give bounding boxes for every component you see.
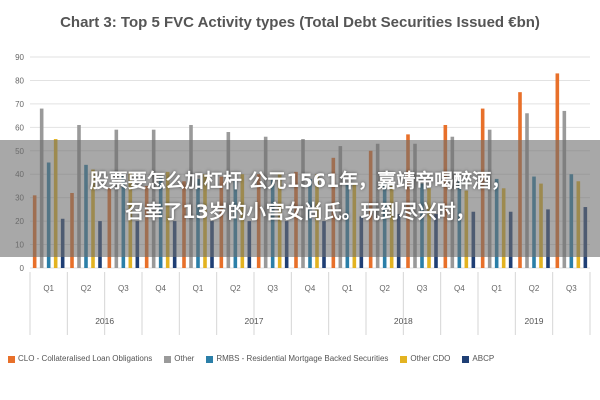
y-tick-label: 0 <box>20 264 25 273</box>
legend-swatch <box>206 355 214 363</box>
y-tick-label: 70 <box>15 100 24 109</box>
year-label: 2018 <box>394 316 413 326</box>
legend-item: Other <box>164 354 194 363</box>
year-label: 2019 <box>525 316 544 326</box>
legend-swatch <box>164 355 172 363</box>
x-tick-label: Q2 <box>81 284 92 293</box>
x-tick-label: Q3 <box>118 284 129 293</box>
legend-label: ABCP <box>472 354 495 364</box>
year-label: 2017 <box>245 316 264 326</box>
legend-label: Other CDO <box>410 354 451 364</box>
x-tick-label: Q2 <box>230 284 241 293</box>
x-tick-label: Q1 <box>491 284 502 293</box>
x-tick-label: Q3 <box>267 284 278 293</box>
x-axis-ticks: Q1 Q2 Q3 Q4 Q1 Q2 Q3 Q4 Q1 Q2 Q3 Q4 Q1 Q2 Q3 <box>29 272 591 335</box>
x-tick-label: Q1 <box>193 284 204 293</box>
y-tick-label: 80 <box>15 76 24 85</box>
legend-swatch <box>400 355 408 363</box>
legend-swatch <box>462 355 470 363</box>
legend-item: RMBS - Residential Mortgage Backed Secur… <box>206 354 388 363</box>
legend-swatch <box>8 355 15 363</box>
x-tick-label: Q4 <box>305 284 316 293</box>
y-tick-label: 90 <box>15 53 24 62</box>
legend-label: RMBS - Residential Mortgage Backed Secur… <box>216 354 389 364</box>
x-tick-label: Q4 <box>155 284 166 293</box>
year-label: 2016 <box>95 316 114 326</box>
year-labels: 2016 2017 2018 2019 <box>95 316 544 326</box>
x-tick-label: Q2 <box>379 284 390 293</box>
x-tick-label: Q2 <box>529 284 540 293</box>
y-tick-label: 60 <box>15 123 24 132</box>
legend-label: CLO - Collateralised Loan Obligations <box>18 354 153 364</box>
x-tick-label: Q4 <box>454 284 465 293</box>
legend-item: CLO - Collateralised Loan Obligations <box>8 354 152 363</box>
legend-label: Other <box>174 354 195 364</box>
chart-legend: CLO - Collateralised Loan Obligations Oth… <box>8 354 598 368</box>
legend-item: Other CDO <box>400 354 450 363</box>
overlay-caption: 股票要怎么加杠杆 公元1561年，嘉靖帝喝醉酒， 召幸了13岁的小宫女尚氏。玩到… <box>0 166 600 228</box>
x-tick-label: Q3 <box>417 284 428 293</box>
x-tick-label: Q1 <box>342 284 353 293</box>
overlay-caption-line-2: 召幸了13岁的小宫女尚氏。玩到尽兴时， <box>125 201 475 223</box>
x-tick-label: Q1 <box>43 284 54 293</box>
legend-item: ABCP <box>462 354 494 363</box>
x-tick-label: Q3 <box>566 284 577 293</box>
chart-title: Chart 3: Top 5 FVC Activity types (Total… <box>60 14 540 31</box>
image-overlay-band <box>0 140 600 257</box>
overlay-caption-line-1: 股票要怎么加杠杆 公元1561年，嘉靖帝喝醉酒， <box>89 170 511 192</box>
